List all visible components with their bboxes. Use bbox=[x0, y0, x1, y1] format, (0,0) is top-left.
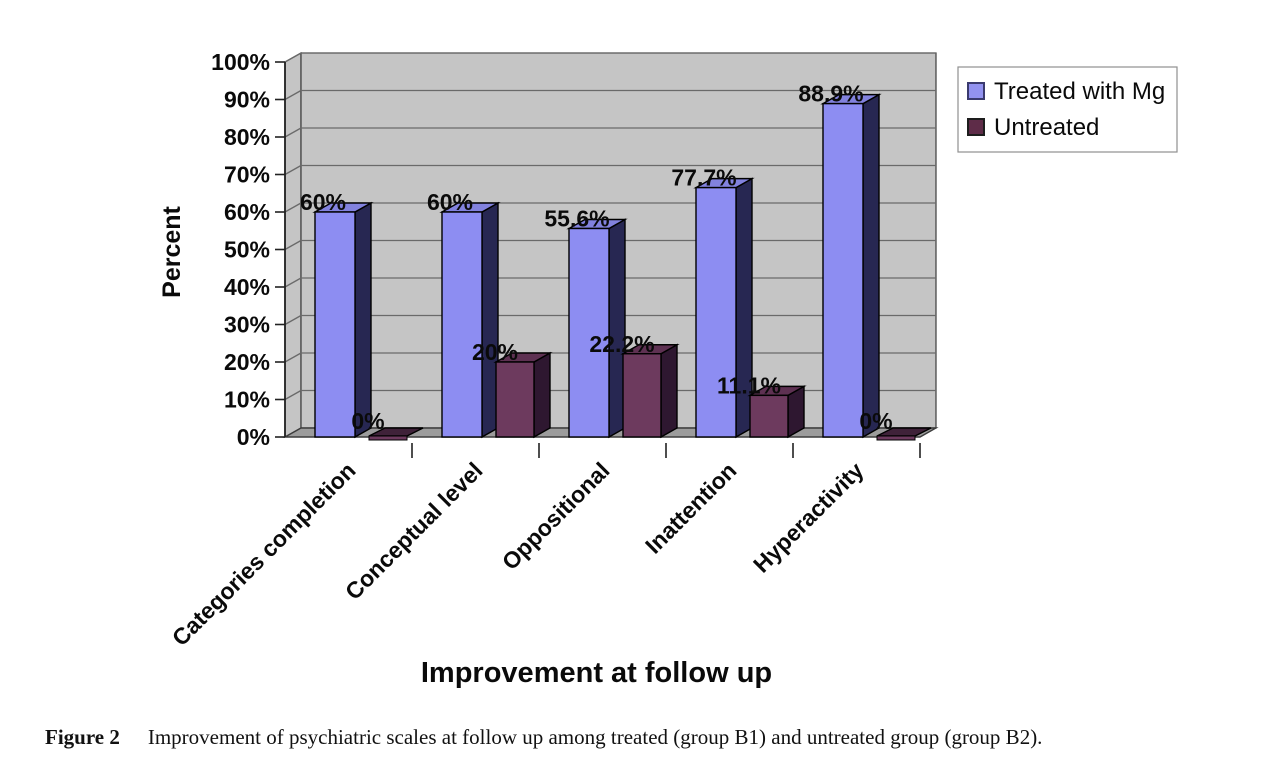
gridline-wall-segment bbox=[284, 164, 302, 176]
y-tick-label: 40% bbox=[224, 274, 270, 300]
bar-treated-with-mg-inattention-front bbox=[695, 186, 737, 438]
y-tick-label: 90% bbox=[224, 87, 270, 113]
figure-caption-text: Improvement of psychiatric scales at fol… bbox=[147, 725, 1043, 749]
y-tick-label: 50% bbox=[224, 237, 270, 263]
bar-untreated-hyperactivity-front bbox=[876, 435, 916, 441]
gridline-wall-segment bbox=[284, 127, 302, 138]
bar-untreated-inattention-front bbox=[749, 394, 789, 438]
gridline-wall-segment bbox=[284, 52, 302, 63]
legend-swatch-treated-with-mg bbox=[967, 82, 985, 100]
y-tick-label: 60% bbox=[224, 199, 270, 225]
bar-value-label: 0% bbox=[351, 408, 384, 434]
y-tick-label: 0% bbox=[237, 424, 270, 450]
y-tick-label: 80% bbox=[224, 124, 270, 150]
bar-treated-with-mg-categories-completion-front bbox=[314, 211, 356, 438]
bar-untreated-conceptual-level-side bbox=[533, 351, 551, 439]
figure-caption: Figure 2 Improvement of psychiatric scale… bbox=[45, 725, 1260, 750]
bar-value-label: 11.1% bbox=[717, 372, 781, 398]
bar-treated-with-mg-hyperactivity-side bbox=[862, 93, 880, 439]
bar-value-label: 55.6% bbox=[544, 206, 609, 232]
bar-value-label: 0% bbox=[859, 408, 892, 434]
bar-treated-with-mg-categories-completion-side bbox=[354, 201, 372, 439]
category-label: Categories completion bbox=[167, 457, 361, 651]
legend-swatch-untreated bbox=[967, 118, 985, 136]
bar-untreated-oppositional-front bbox=[622, 353, 662, 438]
y-tick-label: 100% bbox=[211, 49, 270, 75]
figure-caption-label: Figure 2 bbox=[45, 725, 120, 749]
y-tick-label: 10% bbox=[224, 387, 270, 413]
category-label: Inattention bbox=[640, 457, 742, 559]
gridline-wall-segment bbox=[284, 352, 302, 363]
bar-value-label: 60% bbox=[427, 189, 473, 215]
gridline-wall-segment bbox=[284, 89, 302, 101]
bar-treated-with-mg-conceptual-level-front bbox=[441, 211, 483, 438]
category-label: Hyperactivity bbox=[748, 457, 869, 578]
legend-label: Untreated bbox=[994, 114, 1099, 141]
category-label: Conceptual level bbox=[340, 457, 488, 605]
bar-treated-with-mg-oppositional-front bbox=[568, 227, 610, 438]
bar-value-label: 77.7% bbox=[671, 165, 736, 191]
bar-untreated-categories-completion-front bbox=[368, 435, 408, 441]
y-tick-label: 20% bbox=[224, 349, 270, 375]
bar-value-label: 22.2% bbox=[589, 331, 654, 357]
gridline-wall-segment bbox=[284, 389, 302, 401]
legend-label: Treated with Mg bbox=[994, 78, 1165, 105]
category-label: Oppositional bbox=[497, 457, 615, 575]
legend-box bbox=[957, 66, 1178, 153]
improvement-bar-chart: 0% 10% 20% 30% 40% 50% 60% 70% 80% 90% 100% 60% 0% 60… bbox=[158, 49, 1178, 689]
gridline-wall-segment bbox=[284, 314, 302, 326]
gridline-wall-segment bbox=[284, 239, 302, 251]
y-tick-label: 30% bbox=[224, 312, 270, 338]
gridline-wall-segment bbox=[284, 277, 302, 288]
bar-treated-with-mg-hyperactivity-front bbox=[822, 102, 864, 438]
gridline-wall-segment bbox=[284, 202, 302, 213]
x-axis-title: Improvement at follow up bbox=[421, 657, 772, 689]
y-axis-title: Percent bbox=[158, 205, 186, 297]
bar-value-label: 60% bbox=[300, 189, 346, 215]
bar-value-label: 88.9% bbox=[798, 81, 863, 107]
bar-untreated-conceptual-level-front bbox=[495, 361, 535, 438]
y-tick-label: 70% bbox=[224, 162, 270, 188]
bar-untreated-oppositional-side bbox=[660, 343, 678, 439]
bar-value-label: 20% bbox=[472, 339, 518, 365]
